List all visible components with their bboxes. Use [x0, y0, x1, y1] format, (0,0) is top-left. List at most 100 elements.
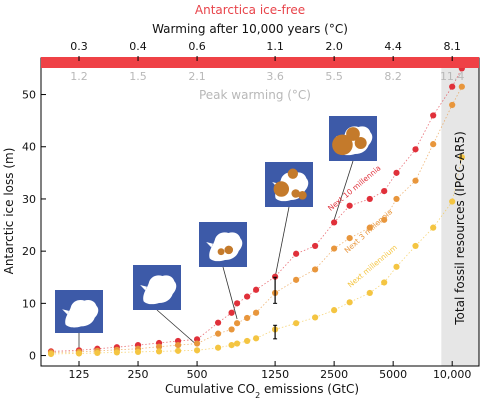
data-point [331, 219, 338, 226]
series-line-2 [51, 157, 463, 355]
data-point [366, 195, 373, 203]
data-point [174, 347, 182, 354]
lost-ice-region [346, 127, 360, 141]
top-tick-label: 2.0 [325, 40, 343, 53]
data-point [228, 342, 235, 349]
ice-sheet-shape [140, 275, 177, 305]
data-point [331, 307, 338, 314]
peak-tick-label: 1.5 [129, 70, 147, 83]
y-tick-label: 0 [29, 350, 36, 363]
data-point [94, 349, 101, 357]
ice-free-band [41, 57, 479, 68]
lost-ice-region [298, 191, 307, 200]
peak-tick-label: 11.4 [440, 70, 465, 83]
data-point [381, 216, 388, 223]
data-point [233, 320, 241, 327]
data-point [75, 350, 83, 357]
x-axis-label-prefix: Cumulative CO [165, 382, 255, 396]
fossil-resources-region [441, 58, 479, 366]
data-point [393, 263, 400, 270]
data-point [393, 195, 400, 203]
data-point [430, 141, 437, 148]
top-tick-label: 1.1 [266, 40, 284, 53]
data-point [393, 169, 400, 176]
x-axis-label-suffix: emissions (GtC) [260, 382, 359, 396]
data-point [412, 146, 419, 153]
top-tick-label: 0.6 [188, 40, 206, 53]
data-point [272, 273, 279, 280]
data-point [214, 344, 222, 351]
y-tick-label: 50 [22, 89, 36, 102]
peak-tick-label: 1.2 [70, 70, 88, 83]
top-tick-label: 0.3 [70, 40, 88, 53]
data-point [155, 348, 163, 355]
data-point [293, 250, 300, 257]
plot-frame [40, 57, 480, 367]
lost-ice-region [332, 134, 353, 156]
data-point [312, 266, 319, 273]
data-point [228, 309, 235, 316]
data-point [366, 224, 373, 231]
chart-title: Antarctica ice-free [195, 3, 305, 17]
x-axis-ticks: 125 250 500 1250 2500 5000 10,000 [69, 361, 471, 381]
x-axis-label: Cumulative CO2 emissions (GtC) [165, 382, 359, 400]
peak-axis-label: Peak warming (°C) [199, 88, 311, 102]
x-tick-label: 5000 [379, 368, 407, 381]
data-point [449, 83, 456, 90]
lost-ice-region [273, 181, 290, 197]
y-tick-label: 20 [22, 245, 36, 258]
antarctica-map-inset [55, 290, 103, 333]
data-point [381, 188, 388, 195]
data-point [244, 337, 251, 345]
lost-ice-region [217, 248, 225, 256]
map-leader [333, 160, 354, 220]
map-leader [274, 206, 290, 278]
data-point [214, 330, 222, 337]
data-point [244, 314, 251, 322]
series-annotation: Next 10 millennia [326, 163, 382, 212]
data-point [113, 349, 120, 356]
data-point [366, 289, 373, 297]
data-points [47, 65, 465, 358]
data-point [412, 177, 419, 184]
x-tick-label: 250 [128, 368, 149, 381]
data-point [312, 314, 319, 321]
lost-ice-region [291, 189, 301, 198]
y-axis-ticks: 0 10 20 30 40 50 [22, 89, 46, 363]
y-tick-label: 40 [22, 141, 36, 154]
data-point [233, 300, 241, 307]
data-point [412, 242, 419, 250]
antarctica-map-inset [133, 265, 181, 310]
data-point [346, 235, 353, 242]
peak-tick-label: 5.5 [325, 70, 343, 83]
antarctica-map-inset [265, 162, 313, 207]
lost-ice-region [224, 245, 234, 255]
data-point [252, 286, 260, 293]
data-point [47, 350, 55, 358]
data-point [155, 343, 163, 350]
x-tick-label: 500 [187, 368, 208, 381]
peak-warming-labels: 1.2 1.5 2.1 3.6 5.5 8.2 11.4 [70, 70, 464, 83]
data-point [449, 198, 456, 205]
y-tick-label: 10 [22, 297, 36, 310]
fossil-region-shade [441, 58, 479, 366]
data-point [193, 347, 201, 354]
data-point [193, 340, 201, 347]
data-point [214, 319, 222, 326]
data-point [134, 348, 142, 356]
data-point [430, 224, 437, 231]
data-point [331, 245, 338, 252]
peak-tick-label: 2.1 [188, 70, 206, 83]
x-tick-label: 125 [69, 368, 90, 381]
top-axis-label: Warming after 10,000 years (°C) [152, 22, 348, 36]
data-point [346, 299, 353, 306]
data-point [252, 309, 260, 316]
series-line-0 [51, 68, 463, 352]
top-tick-label: 4.4 [384, 40, 402, 53]
x-tick-label: 2500 [320, 368, 348, 381]
ice-sheet-shape [206, 232, 243, 262]
data-point [174, 342, 182, 349]
data-point [252, 335, 260, 342]
data-point [458, 154, 465, 161]
top-axis-ticks: 0.3 0.4 0.6 1.1 2.0 4.4 8.1 [70, 40, 461, 61]
